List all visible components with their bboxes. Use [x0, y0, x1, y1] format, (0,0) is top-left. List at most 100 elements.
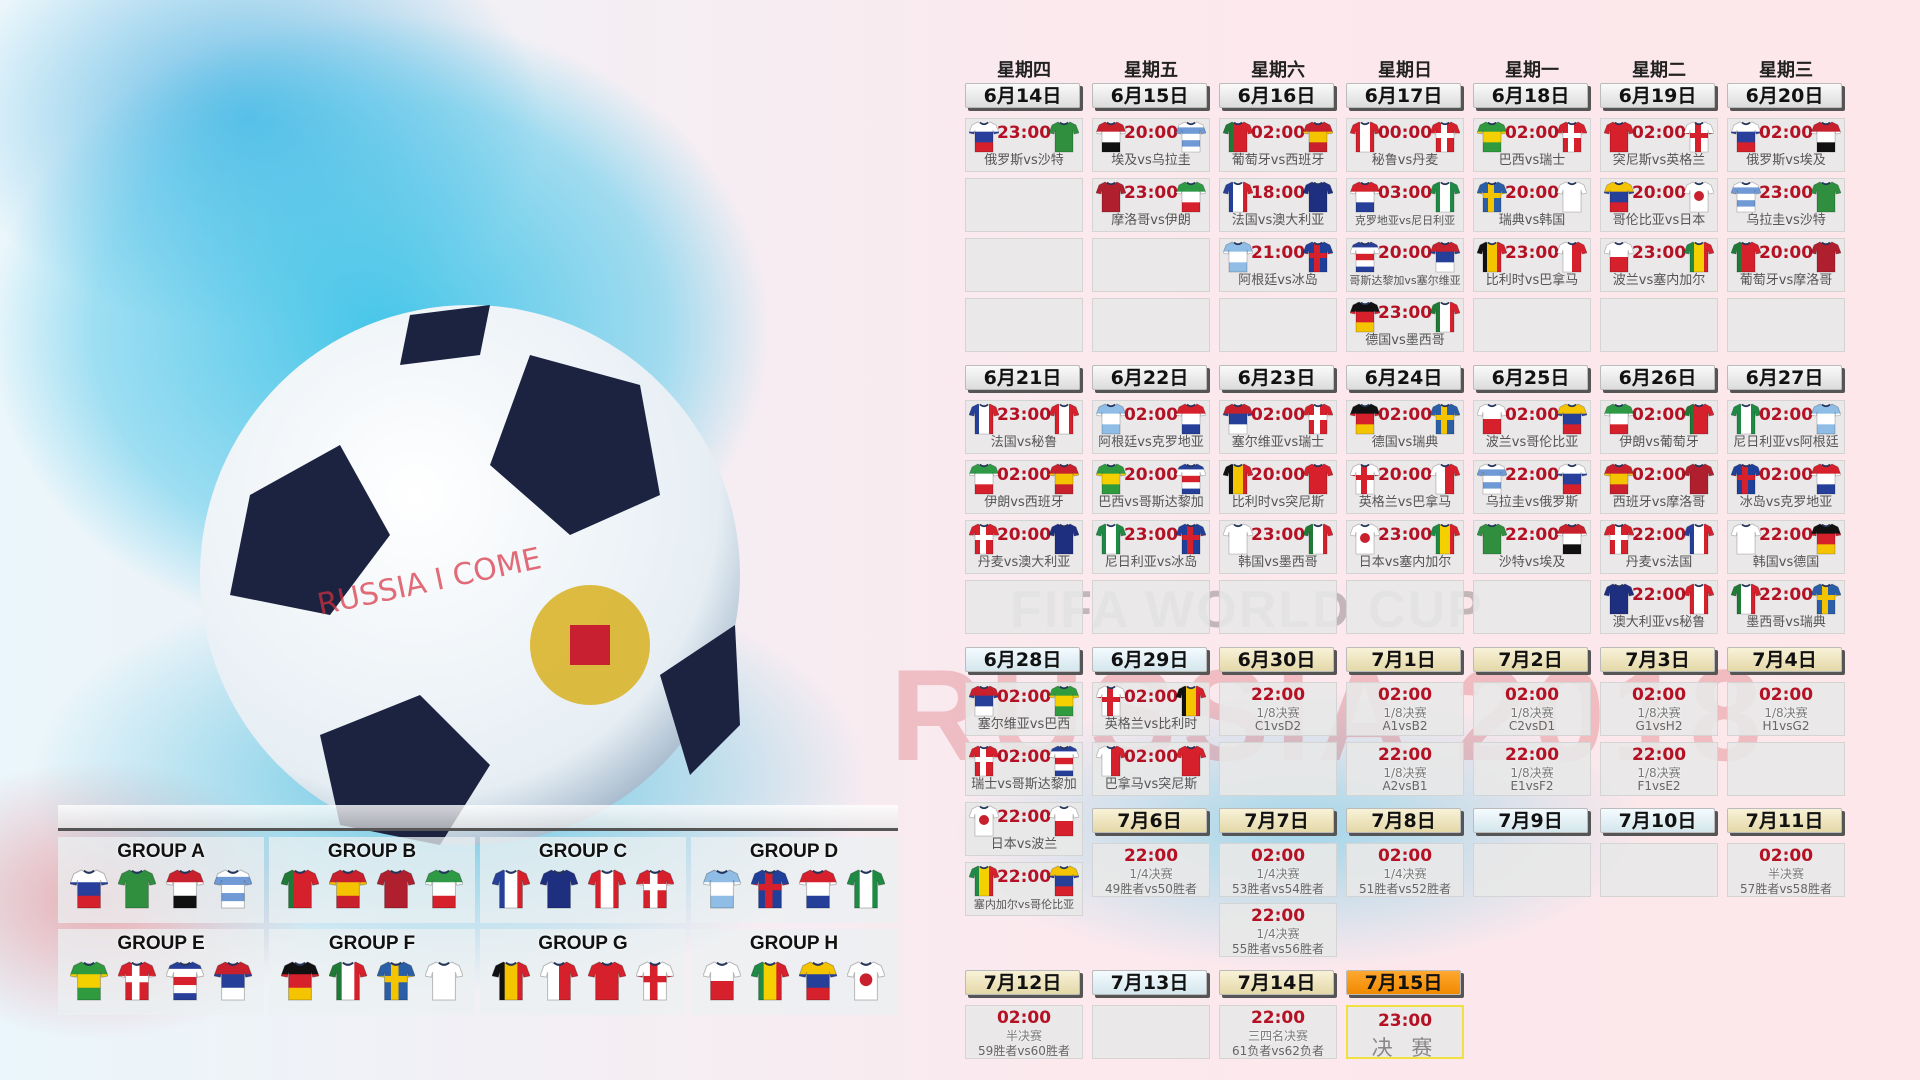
home-jersey-icon — [1222, 523, 1254, 559]
match-cell[interactable]: 22:00 塞内加尔vs哥伦比亚 — [965, 862, 1083, 916]
match-cell[interactable]: 22:00 墨西哥vs瑞典 — [1727, 580, 1845, 634]
away-jersey-icon — [1302, 121, 1334, 157]
away-jersey-icon — [1556, 181, 1588, 217]
match-cell[interactable]: 22:00 沙特vs埃及 — [1473, 520, 1591, 574]
match-cell[interactable]: 02:00 阿根廷vs克罗地亚 — [1092, 400, 1210, 454]
match-cell[interactable]: 02:00 突尼斯vs英格兰 — [1600, 118, 1718, 172]
match-cell[interactable]: 23:00 摩洛哥vs伊朗 — [1092, 178, 1210, 232]
knockout-match-cell[interactable]: 02:00 1/8决赛 H1vsG2 — [1727, 682, 1845, 736]
match-cell[interactable]: 23:00 波兰vs塞内加尔 — [1600, 238, 1718, 292]
knockout-match-cell[interactable]: 02:00 1/8决赛 G1vsH2 — [1600, 682, 1718, 736]
knockout-match-cell[interactable]: 22:00 三四名决赛 61负者vs62负者 — [1219, 1005, 1337, 1059]
home-jersey-icon — [1476, 241, 1508, 277]
match-cell[interactable]: 20:00 哥斯达黎加vs塞尔维亚 — [1346, 238, 1464, 292]
match-cell[interactable]: 20:00 埃及vs乌拉圭 — [1092, 118, 1210, 172]
away-jersey-icon — [1048, 523, 1080, 559]
match-cell[interactable]: 18:00 法国vs澳大利亚 — [1219, 178, 1337, 232]
match-cell[interactable]: 20:00 英格兰vs巴拿马 — [1346, 460, 1464, 514]
group-panel: GROUP A GROUP B GROUP C GROUP D GROUP E GROUP… — [58, 805, 898, 1021]
match-cell[interactable]: 23:00 尼日利亚vs冰岛 — [1092, 520, 1210, 574]
away-jersey-icon — [1302, 463, 1334, 499]
match-cell[interactable]: 22:00 丹麦vs法国 — [1600, 520, 1718, 574]
match-cell[interactable]: 23:00 俄罗斯vs沙特 — [965, 118, 1083, 172]
away-jersey-icon — [1175, 685, 1207, 721]
match-cell[interactable]: 22:00 澳大利亚vs秘鲁 — [1600, 580, 1718, 634]
day-block: 6月22日 02:00 阿根廷vs克罗地亚 20:00 巴西vs哥斯达黎加 23:00 尼日… — [1092, 365, 1210, 640]
match-cell[interactable]: 02:00 塞尔维亚vs巴西 — [965, 682, 1083, 736]
match-cell[interactable]: 02:00 塞尔维亚vs瑞士 — [1219, 400, 1337, 454]
date-header: 6月28日 — [965, 647, 1080, 672]
match-cell[interactable]: 20:00 葡萄牙vs摩洛哥 — [1727, 238, 1845, 292]
match-cell[interactable]: 02:00 德国vs瑞典 — [1346, 400, 1464, 454]
match-time: 02:00 — [996, 687, 1052, 707]
match-cell[interactable]: 23:00 日本vs塞内加尔 — [1346, 520, 1464, 574]
match-teams: 澳大利亚vs秘鲁 — [1612, 615, 1706, 630]
match-cell[interactable]: 23:00 韩国vs墨西哥 — [1219, 520, 1337, 574]
match-cell[interactable]: 21:00 阿根廷vs冰岛 — [1219, 238, 1337, 292]
match-cell[interactable]: 23:00 德国vs墨西哥 — [1346, 298, 1464, 352]
match-cell[interactable]: 02:00 伊朗vs西班牙 — [965, 460, 1083, 514]
team-jersey-icon — [165, 959, 205, 1007]
knockout-match-cell[interactable]: 22:00 1/4决赛 49胜者vs50胜者 — [1092, 843, 1210, 897]
knockout-match-cell[interactable]: 02:00 1/8决赛 A1vsB2 — [1346, 682, 1464, 736]
match-cell[interactable]: 02:00 冰岛vs克罗地亚 — [1727, 460, 1845, 514]
home-jersey-icon — [968, 805, 1000, 841]
match-teams: 伊朗vs葡萄牙 — [1619, 435, 1699, 450]
home-jersey-icon — [968, 745, 1000, 781]
match-teams: 巴西vs哥斯达黎加 — [1098, 495, 1204, 510]
match-cell[interactable]: 20:00 瑞典vs韩国 — [1473, 178, 1591, 232]
away-jersey-icon — [1175, 121, 1207, 157]
day-block: 7月10日 — [1600, 808, 1718, 903]
match-cell[interactable]: 00:00 秘鲁vs丹麦 — [1346, 118, 1464, 172]
date-header: 6月15日 — [1092, 83, 1207, 108]
match-cell[interactable]: 02:00 葡萄牙vs西班牙 — [1219, 118, 1337, 172]
match-cell[interactable]: 02:00 俄罗斯vs埃及 — [1727, 118, 1845, 172]
match-time: 23:00 — [1631, 243, 1687, 263]
match-cell[interactable]: 02:00 伊朗vs葡萄牙 — [1600, 400, 1718, 454]
schedule-weeks: 6月14日 23:00 俄罗斯vs沙特 6月15日 20:00 埃及vs乌拉圭 23:00 摩… — [965, 83, 1845, 1065]
match-pairing: 55胜者vs56胜者 — [1232, 942, 1324, 956]
knockout-match-cell[interactable]: 02:00 半决赛 57胜者vs58胜者 — [1727, 843, 1845, 897]
match-teams: 乌拉圭vs沙特 — [1746, 213, 1826, 228]
match-cell[interactable]: 22:00 韩国vs德国 — [1727, 520, 1845, 574]
home-jersey-icon — [1095, 685, 1127, 721]
match-pairing: G1vsH2 — [1635, 719, 1683, 733]
match-cell[interactable]: 20:00 哥伦比亚vs日本 — [1600, 178, 1718, 232]
knockout-match-cell[interactable]: 22:00 1/8决赛 E1vsF2 — [1473, 742, 1591, 796]
match-cell[interactable]: 02:00 巴西vs瑞士 — [1473, 118, 1591, 172]
match-cell[interactable]: 22:00 日本vs波兰 — [965, 802, 1083, 856]
knockout-match-cell[interactable]: 02:00 半决赛 59胜者vs60胜者 — [965, 1005, 1083, 1059]
match-cell[interactable]: 02:00 西班牙vs摩洛哥 — [1600, 460, 1718, 514]
match-cell[interactable]: 23:00 乌拉圭vs沙特 — [1727, 178, 1845, 232]
knockout-match-cell[interactable]: 22:00 1/8决赛 C1vsD2 — [1219, 682, 1337, 736]
match-teams: 塞内加尔vs哥伦比亚 — [973, 898, 1075, 911]
match-cell[interactable]: 02:00 英格兰vs比利时 — [1092, 682, 1210, 736]
match-cell[interactable]: 20:00 巴西vs哥斯达黎加 — [1092, 460, 1210, 514]
knockout-match-cell[interactable]: 02:00 1/4决赛 51胜者vs52胜者 — [1346, 843, 1464, 897]
knockout-match-cell[interactable]: 22:00 1/8决赛 A2vsB1 — [1346, 742, 1464, 796]
match-cell[interactable]: 20:00 比利时vs突尼斯 — [1219, 460, 1337, 514]
match-cell[interactable]: 22:00 乌拉圭vs俄罗斯 — [1473, 460, 1591, 514]
match-cell[interactable]: 03:00 克罗地亚vs尼日利亚 — [1346, 178, 1464, 232]
match-teams: 日本vs塞内加尔 — [1358, 555, 1452, 570]
match-teams: 塞尔维亚vs瑞士 — [1231, 435, 1325, 450]
match-cell[interactable]: 02:00 巴拿马vs突尼斯 — [1092, 742, 1210, 796]
knockout-match-cell[interactable]: 22:00 1/4决赛 55胜者vs56胜者 — [1219, 903, 1337, 957]
match-cell[interactable]: 02:00 尼日利亚vs阿根廷 — [1727, 400, 1845, 454]
home-jersey-icon — [968, 121, 1000, 157]
match-cell[interactable]: 20:00 丹麦vs澳大利亚 — [965, 520, 1083, 574]
date-header: 7月6日 — [1092, 808, 1207, 833]
knockout-match-cell[interactable]: 02:00 1/4决赛 53胜者vs54胜者 — [1219, 843, 1337, 897]
match-cell[interactable]: 02:00 波兰vs哥伦比亚 — [1473, 400, 1591, 454]
match-cell[interactable]: 23:00 法国vs秘鲁 — [965, 400, 1083, 454]
match-pairing: C1vsD2 — [1254, 719, 1302, 733]
date-header: 7月11日 — [1727, 808, 1842, 833]
match-cell[interactable]: 02:00 瑞士vs哥斯达黎加 — [965, 742, 1083, 796]
knockout-match-cell[interactable]: 02:00 1/8决赛 C2vsD1 — [1473, 682, 1591, 736]
home-jersey-icon — [1603, 463, 1635, 499]
knockout-match-cell[interactable]: 22:00 1/8决赛 F1vsE2 — [1600, 742, 1718, 796]
date-header: 6月22日 — [1092, 365, 1207, 390]
final-match-cell[interactable]: 23:00 决 赛 — [1346, 1005, 1464, 1060]
empty-match-cell — [965, 178, 1083, 232]
match-cell[interactable]: 23:00 比利时vs巴拿马 — [1473, 238, 1591, 292]
